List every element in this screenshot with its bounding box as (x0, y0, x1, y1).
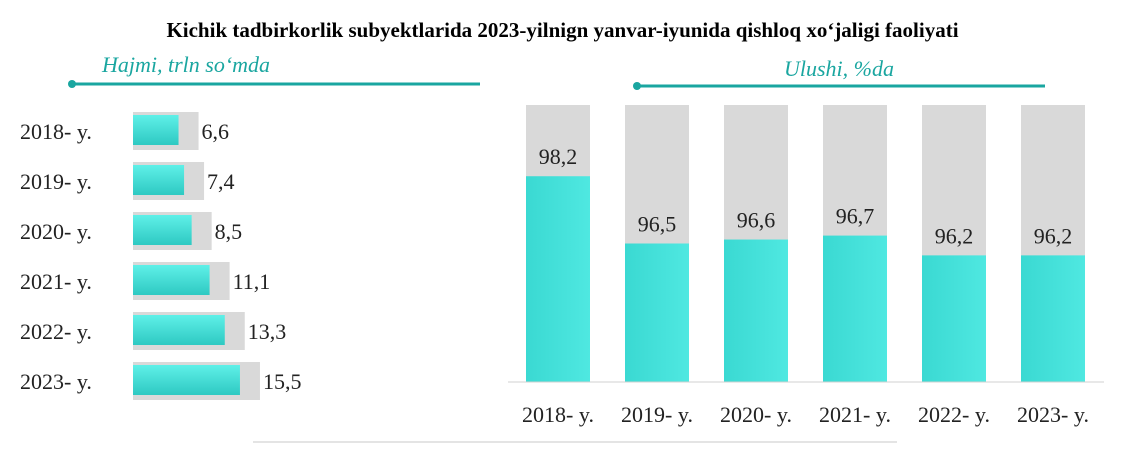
horizontal-bar-chart: 2018- y. 6,6 2019- y. 7,4 2020- y. 8,5 2021- y… (20, 112, 301, 400)
category-label: 2023- y. (1017, 402, 1089, 427)
value-label: 13,3 (248, 319, 287, 344)
category-label: 2020- y. (720, 402, 792, 427)
category-label: 2022- y. (20, 319, 92, 344)
bar (823, 235, 887, 382)
bar (1021, 255, 1085, 382)
vertical-bar-chart: 98,2 2018- y. 96,5 2019- y. 96,6 2020- y. 96,7… (522, 105, 1089, 427)
value-label: 15,5 (263, 369, 302, 394)
value-label: 96,6 (737, 208, 776, 233)
value-label: 96,2 (1034, 223, 1073, 248)
category-label: 2019- y. (20, 169, 92, 194)
value-label: 96,5 (638, 212, 677, 237)
left-subtitle-group: Hajmi, trln so‘mda (68, 52, 480, 88)
value-label: 98,2 (539, 144, 578, 169)
bar (133, 265, 210, 295)
bar (133, 315, 225, 345)
category-label: 2018- y. (20, 119, 92, 144)
category-label: 2023- y. (20, 369, 92, 394)
right-subtitle-group: Ulushi, %da (633, 56, 1045, 90)
right-arrow-head-icon (633, 82, 641, 90)
bar (133, 165, 185, 195)
left-arrow-head-icon (68, 80, 76, 88)
left-subtitle: Hajmi, trln so‘mda (101, 52, 270, 77)
value-label: 96,7 (836, 204, 875, 229)
bar (625, 243, 689, 382)
bar (133, 115, 179, 145)
bar (133, 215, 192, 245)
category-label: 2021- y. (819, 402, 891, 427)
chart-title: Kichik tadbirkorlik subyektlarida 2023-y… (166, 18, 959, 42)
bar (724, 239, 788, 382)
bar (922, 255, 986, 382)
bar (133, 365, 240, 395)
category-label: 2021- y. (20, 269, 92, 294)
value-label: 8,5 (215, 219, 243, 244)
value-label: 96,2 (935, 223, 974, 248)
category-label: 2019- y. (621, 402, 693, 427)
category-label: 2018- y. (522, 402, 594, 427)
value-label: 11,1 (233, 269, 271, 294)
right-subtitle: Ulushi, %da (784, 56, 894, 81)
category-label: 2022- y. (918, 402, 990, 427)
value-label: 6,6 (202, 119, 230, 144)
category-label: 2020- y. (20, 219, 92, 244)
value-label: 7,4 (207, 169, 235, 194)
bar (526, 176, 590, 382)
